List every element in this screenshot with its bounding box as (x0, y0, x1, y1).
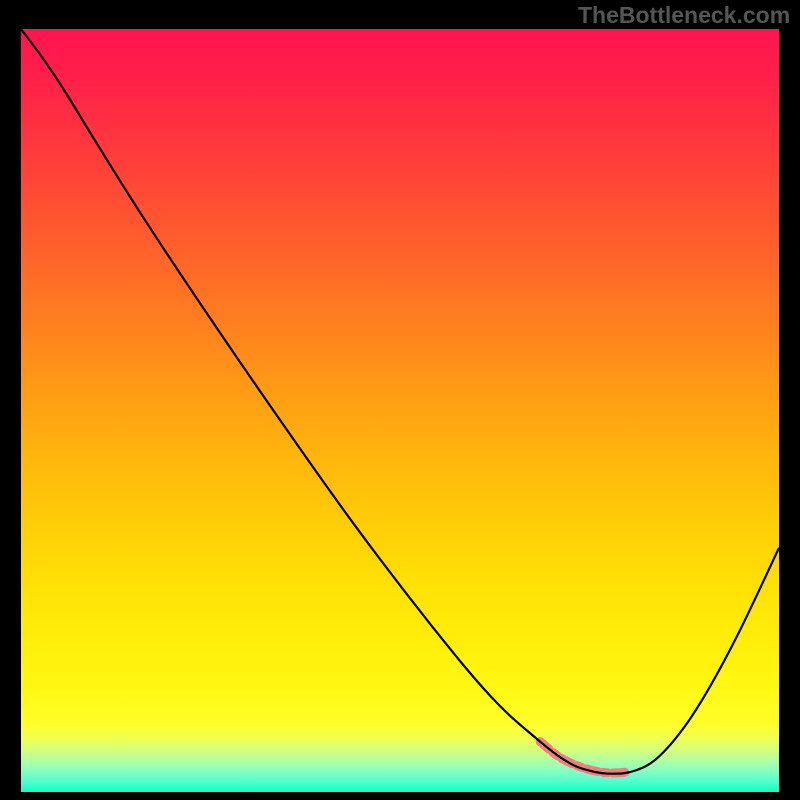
watermark-text: TheBottleneck.com (578, 2, 790, 29)
chart-background (21, 29, 779, 792)
chart-plot-area (21, 29, 779, 792)
chart-svg (21, 29, 779, 792)
